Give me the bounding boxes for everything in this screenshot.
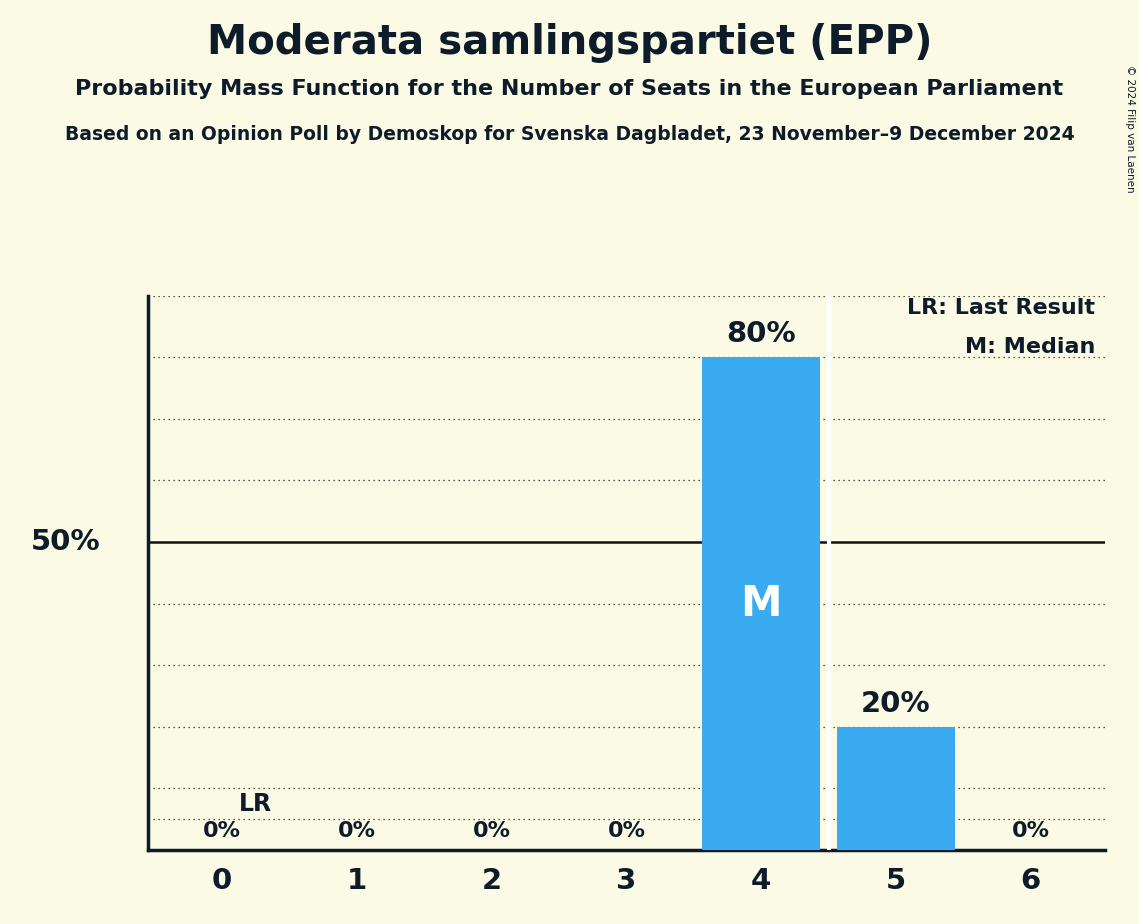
Text: 20%: 20%	[861, 689, 931, 718]
Bar	[837, 727, 956, 850]
Text: 80%: 80%	[727, 320, 796, 348]
Text: 0%: 0%	[203, 821, 241, 841]
Text: 50%: 50%	[31, 529, 101, 556]
Text: LR: Last Result: LR: Last Result	[908, 298, 1096, 319]
Text: LR: LR	[239, 792, 272, 816]
Text: © 2024 Filip van Laenen: © 2024 Filip van Laenen	[1125, 65, 1134, 192]
Text: 0%: 0%	[338, 821, 376, 841]
Text: 0%: 0%	[607, 821, 646, 841]
Text: 0%: 0%	[1011, 821, 1050, 841]
Text: Moderata samlingspartiet (EPP): Moderata samlingspartiet (EPP)	[207, 23, 932, 63]
Text: M: M	[740, 583, 782, 625]
Bar	[702, 358, 820, 850]
Text: Based on an Opinion Poll by Demoskop for Svenska Dagbladet, 23 November–9 Decemb: Based on an Opinion Poll by Demoskop for…	[65, 125, 1074, 144]
Text: 0%: 0%	[473, 821, 510, 841]
Text: Probability Mass Function for the Number of Seats in the European Parliament: Probability Mass Function for the Number…	[75, 79, 1064, 99]
Text: M: Median: M: Median	[965, 337, 1096, 358]
